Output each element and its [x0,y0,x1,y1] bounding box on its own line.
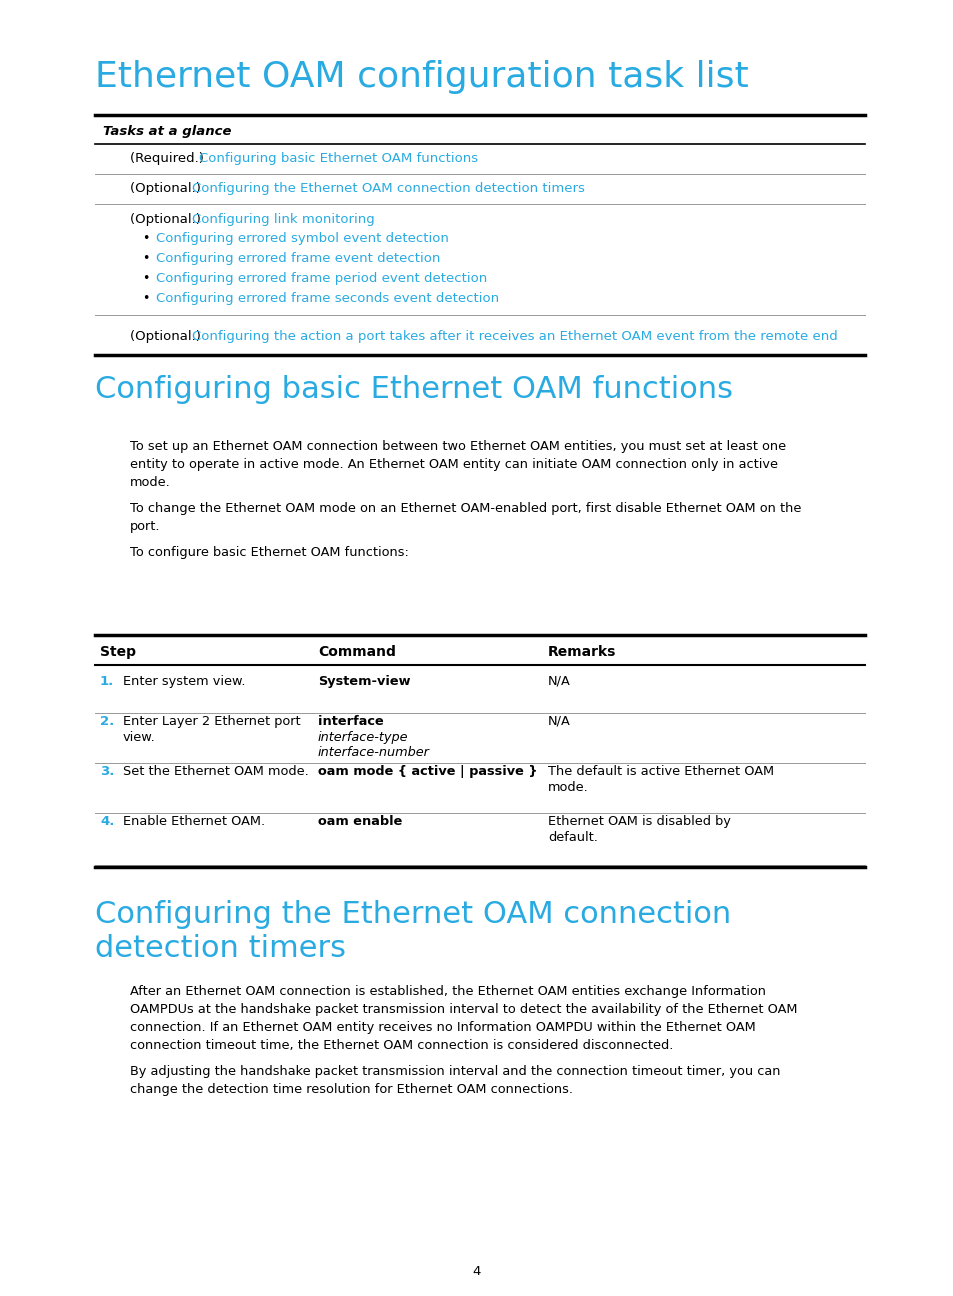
Text: Configuring errored frame event detection: Configuring errored frame event detectio… [156,251,440,264]
Text: To change the Ethernet OAM mode on an Ethernet OAM-enabled port, first disable E: To change the Ethernet OAM mode on an Et… [130,502,801,515]
Text: interface-number: interface-number [317,746,430,759]
Text: The default is active Ethernet OAM: The default is active Ethernet OAM [547,765,773,778]
Text: 3.: 3. [100,765,114,778]
Text: interface-type: interface-type [317,731,408,744]
Text: •: • [142,272,150,285]
Text: 1.: 1. [100,675,114,688]
Text: mode.: mode. [547,781,588,794]
Text: Configuring the action a port takes after it receives an Ethernet OAM event from: Configuring the action a port takes afte… [192,330,837,343]
Text: oam mode { active | passive }: oam mode { active | passive } [317,765,537,778]
Text: Enable Ethernet OAM.: Enable Ethernet OAM. [123,815,265,828]
Text: Configuring basic Ethernet OAM functions: Configuring basic Ethernet OAM functions [199,152,477,165]
Text: mode.: mode. [130,476,171,489]
Text: 4: 4 [473,1265,480,1278]
Text: System-view: System-view [317,675,410,688]
Text: •: • [142,251,150,264]
Text: Step: Step [100,645,136,658]
Text: entity to operate in active mode. An Ethernet OAM entity can initiate OAM connec: entity to operate in active mode. An Eth… [130,457,778,470]
Text: change the detection time resolution for Ethernet OAM connections.: change the detection time resolution for… [130,1083,573,1096]
Text: To configure basic Ethernet OAM functions:: To configure basic Ethernet OAM function… [130,546,409,559]
Text: Ethernet OAM configuration task list: Ethernet OAM configuration task list [95,60,748,95]
Text: Configuring link monitoring: Configuring link monitoring [192,213,375,226]
Text: By adjusting the handshake packet transmission interval and the connection timeo: By adjusting the handshake packet transm… [130,1065,780,1078]
Text: (Optional.): (Optional.) [130,181,205,194]
Text: (Optional.): (Optional.) [130,213,205,226]
Text: Configuring the Ethernet OAM connection: Configuring the Ethernet OAM connection [95,899,731,929]
Text: Tasks at a glance: Tasks at a glance [103,124,232,137]
Text: After an Ethernet OAM connection is established, the Ethernet OAM entities excha: After an Ethernet OAM connection is esta… [130,985,765,998]
Text: N/A: N/A [547,675,570,688]
Text: Remarks: Remarks [547,645,616,658]
Text: interface: interface [317,715,388,728]
Text: Configuring errored frame period event detection: Configuring errored frame period event d… [156,272,487,285]
Text: Configuring the Ethernet OAM connection detection timers: Configuring the Ethernet OAM connection … [192,181,584,194]
Text: 2.: 2. [100,715,114,728]
Text: 4.: 4. [100,815,114,828]
Text: OAMPDUs at the handshake packet transmission interval to detect the availability: OAMPDUs at the handshake packet transmis… [130,1003,797,1016]
Text: Enter system view.: Enter system view. [123,675,245,688]
Text: detection timers: detection timers [95,934,346,963]
Text: Enter Layer 2 Ethernet port: Enter Layer 2 Ethernet port [123,715,300,728]
Text: connection. If an Ethernet OAM entity receives no Information OAMPDU within the : connection. If an Ethernet OAM entity re… [130,1021,755,1034]
Text: (Required.): (Required.) [130,152,208,165]
Text: To set up an Ethernet OAM connection between two Ethernet OAM entities, you must: To set up an Ethernet OAM connection bet… [130,441,785,454]
Text: Set the Ethernet OAM mode.: Set the Ethernet OAM mode. [123,765,309,778]
Text: Configuring errored frame seconds event detection: Configuring errored frame seconds event … [156,292,498,305]
Text: Configuring basic Ethernet OAM functions: Configuring basic Ethernet OAM functions [95,375,732,404]
Text: (Optional.): (Optional.) [130,330,205,343]
Text: oam enable: oam enable [317,815,402,828]
Text: default.: default. [547,831,598,844]
Text: Ethernet OAM is disabled by: Ethernet OAM is disabled by [547,815,730,828]
Text: •: • [142,232,150,245]
Text: view.: view. [123,731,155,744]
Text: connection timeout time, the Ethernet OAM connection is considered disconnected.: connection timeout time, the Ethernet OA… [130,1039,673,1052]
Text: Configuring errored symbol event detection: Configuring errored symbol event detecti… [156,232,449,245]
Text: N/A: N/A [547,715,570,728]
Text: port.: port. [130,520,160,533]
Text: •: • [142,292,150,305]
Text: Command: Command [317,645,395,658]
